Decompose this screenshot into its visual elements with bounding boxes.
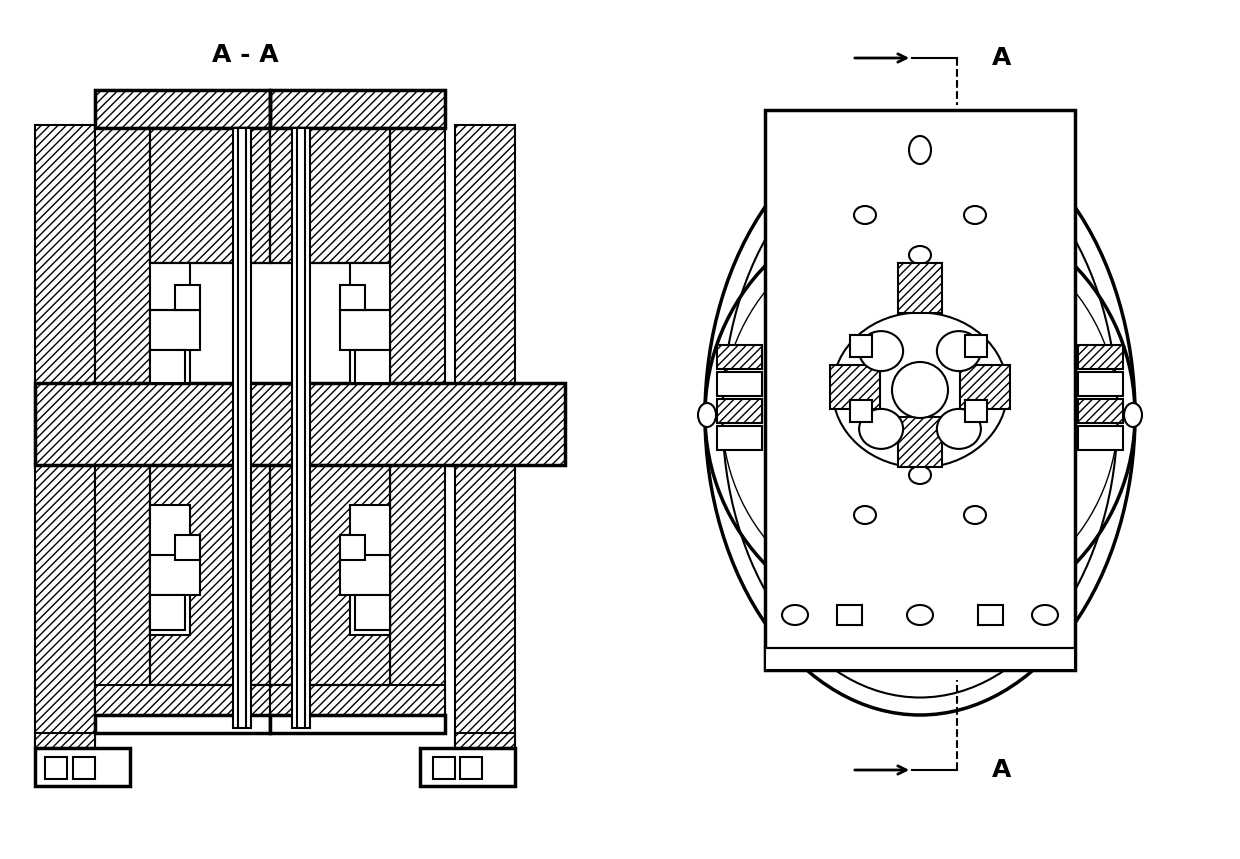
Ellipse shape [1032,605,1058,625]
Bar [150,595,185,630]
Bar [391,465,445,725]
Bar [270,128,391,263]
Bar [420,748,515,786]
Bar [837,605,862,625]
Bar [765,110,1075,670]
Ellipse shape [937,409,981,449]
Ellipse shape [1123,403,1142,427]
Bar [460,757,482,779]
Bar [965,335,987,357]
Bar [960,365,1011,409]
Bar [73,757,95,779]
Bar [340,310,391,350]
Bar [150,555,200,595]
Bar [270,465,391,685]
Ellipse shape [909,136,931,164]
Bar [717,345,763,369]
Bar [175,535,200,560]
Bar [455,125,515,745]
Bar [455,733,515,748]
Bar [355,595,391,630]
Bar [150,465,270,685]
Ellipse shape [909,466,931,484]
Bar [270,715,445,733]
Ellipse shape [698,403,715,427]
Bar [150,350,185,383]
Bar [270,128,391,263]
Ellipse shape [832,313,1007,467]
Circle shape [892,362,949,418]
Ellipse shape [937,331,981,371]
Bar [717,399,763,423]
Ellipse shape [854,506,875,524]
Bar [350,263,391,383]
Ellipse shape [963,506,986,524]
Ellipse shape [963,206,986,224]
Bar [45,757,67,779]
Bar [150,465,270,685]
Bar [898,263,942,313]
Bar [150,263,190,383]
Bar [717,426,763,450]
Bar [340,285,365,310]
Bar [830,365,880,409]
Bar [233,128,250,728]
Bar [150,505,190,635]
Bar [765,648,1075,670]
Bar [355,350,391,383]
Bar [1078,345,1123,369]
Bar [150,128,270,263]
Bar [965,400,987,422]
Ellipse shape [706,115,1135,715]
Text: A - A: A - A [212,43,278,67]
Circle shape [706,200,1135,630]
Bar [35,383,565,465]
Bar [978,605,1003,625]
Ellipse shape [859,331,903,371]
Bar [270,90,445,128]
Bar [291,128,310,728]
Bar [270,465,391,685]
Bar [1078,399,1123,423]
Bar [717,372,763,396]
Bar [95,128,150,383]
Bar [95,685,270,715]
Ellipse shape [854,206,875,224]
Bar [95,90,270,128]
Bar [898,417,942,467]
Bar [35,733,95,748]
Ellipse shape [906,605,932,625]
Bar [350,505,391,635]
Bar [95,715,270,733]
Bar [1078,372,1123,396]
Bar [849,335,872,357]
Bar [849,400,872,422]
Ellipse shape [909,246,931,264]
Bar [95,90,270,128]
Bar [270,685,445,715]
Bar [270,90,445,128]
Text: A: A [992,758,1012,782]
Bar [175,285,200,310]
Bar [1078,426,1123,450]
Text: A: A [992,46,1012,70]
Bar [391,128,445,383]
Ellipse shape [859,409,903,449]
Bar [433,757,455,779]
Bar [340,535,365,560]
Bar [340,555,391,595]
Bar [95,465,150,725]
Bar [35,125,95,745]
Bar [150,310,200,350]
Bar [150,128,270,263]
Bar [35,748,130,786]
Ellipse shape [782,605,808,625]
